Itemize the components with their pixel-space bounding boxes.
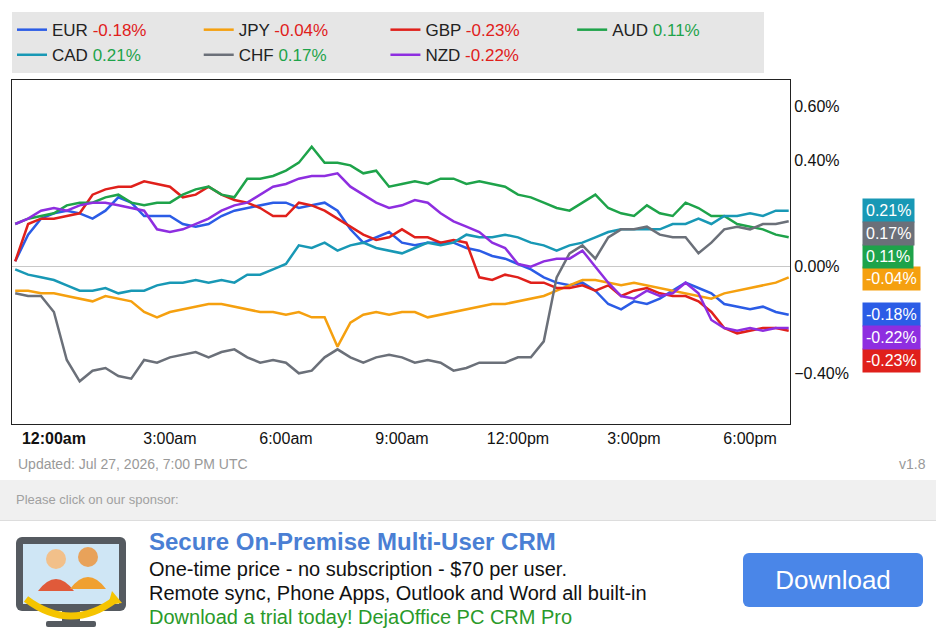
svg-text:AUD 0.11%: AUD 0.11% xyxy=(612,21,700,40)
html-text:One-time price - no subscripti: One-time price - no subscription - $70 p… xyxy=(149,558,567,580)
svg-text:0.17%: 0.17% xyxy=(866,225,911,242)
svg-text:-0.18%: -0.18% xyxy=(866,306,917,323)
svg-text:EUR -0.18%: EUR -0.18% xyxy=(52,21,147,40)
svg-text:6:00pm: 6:00pm xyxy=(723,430,776,447)
svg-text:NZD -0.22%: NZD -0.22% xyxy=(425,46,519,65)
svg-text:0.21%: 0.21% xyxy=(866,202,911,219)
svg-text:CAD 0.21%: CAD 0.21% xyxy=(52,46,141,65)
html-text:Download a trial today! DejaOf: Download a trial today! DejaOffice PC CR… xyxy=(149,606,573,628)
svg-text:0.60%: 0.60% xyxy=(794,98,839,115)
svg-text:JPY -0.04%: JPY -0.04% xyxy=(239,21,328,40)
svg-text:GBP -0.23%: GBP -0.23% xyxy=(425,21,519,40)
svg-text:-0.04%: -0.04% xyxy=(866,270,917,287)
svg-text:6:00am: 6:00am xyxy=(259,430,312,447)
svg-text:Updated: Jul 27, 2026, 7:00 PM: Updated: Jul 27, 2026, 7:00 PM UTC xyxy=(18,456,248,472)
svg-text:v1.8: v1.8 xyxy=(899,456,926,472)
html-text:Secure On-Premise Multi-User C: Secure On-Premise Multi-User CRM xyxy=(149,528,556,555)
svg-text:12:00am: 12:00am xyxy=(22,430,86,447)
svg-text:12:00pm: 12:00pm xyxy=(487,430,549,447)
svg-text:9:00am: 9:00am xyxy=(375,430,428,447)
svg-text:−0.40%: −0.40% xyxy=(794,365,849,382)
svg-text:0.11%: 0.11% xyxy=(866,248,910,265)
html-text:Please click on our sponsor:: Please click on our sponsor: xyxy=(16,492,179,507)
svg-text:CHF 0.17%: CHF 0.17% xyxy=(239,46,327,65)
html-text:Download: Download xyxy=(775,565,891,595)
svg-text:0.00%: 0.00% xyxy=(794,258,839,275)
svg-text:0.40%: 0.40% xyxy=(794,152,839,169)
html-text:Remote sync, Phone Apps, Outlo: Remote sync, Phone Apps, Outlook and Wor… xyxy=(149,582,647,604)
svg-text:-0.23%: -0.23% xyxy=(866,352,917,369)
svg-text:3:00pm: 3:00pm xyxy=(607,430,660,447)
svg-text:3:00am: 3:00am xyxy=(143,430,196,447)
svg-text:-0.22%: -0.22% xyxy=(866,329,917,346)
